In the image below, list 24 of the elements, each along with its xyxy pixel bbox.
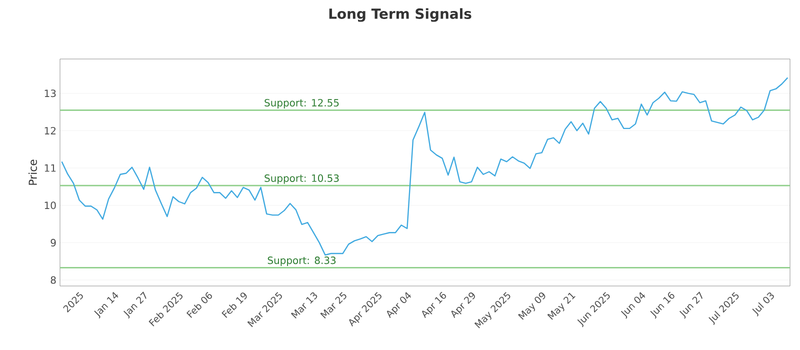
x-tick-label: Mar 25 [320,292,346,319]
x-tick-label: Jun 04 [620,292,646,319]
y-tick-label: 10 [44,202,56,210]
ref-line-label: Support: 12.55 [264,98,339,108]
x-tick-label: Feb 06 [186,292,212,318]
y-tick-label: 13 [44,90,56,98]
chart-title: Long Term Signals [329,8,472,22]
x-tick-label: Jan 14 [94,292,118,319]
x-tick-label: Feb 19 [222,292,247,318]
x-tick-label: Apr 29 [451,292,475,318]
y-tick-label: 12 [44,126,56,134]
y-axis-title: Price [28,160,37,185]
x-tick-label: Jun 27 [679,292,702,319]
y-tick-label: 11 [44,164,56,172]
x-tick-label: Jun 16 [650,292,674,319]
x-tick-label: Mar 13 [290,292,318,319]
x-tick-label: Jan 27 [123,292,146,319]
x-tick-label: Apr 04 [386,292,412,318]
x-tick-label: Apr 16 [422,292,446,318]
x-tick-label: Jul 03 [752,292,774,316]
y-tick-label: 9 [50,238,56,246]
y-tick-label: 8 [50,276,56,284]
ref-line-label: Support: 10.53 [264,174,339,184]
ref-line-label: Support: 8.33 [268,256,336,266]
